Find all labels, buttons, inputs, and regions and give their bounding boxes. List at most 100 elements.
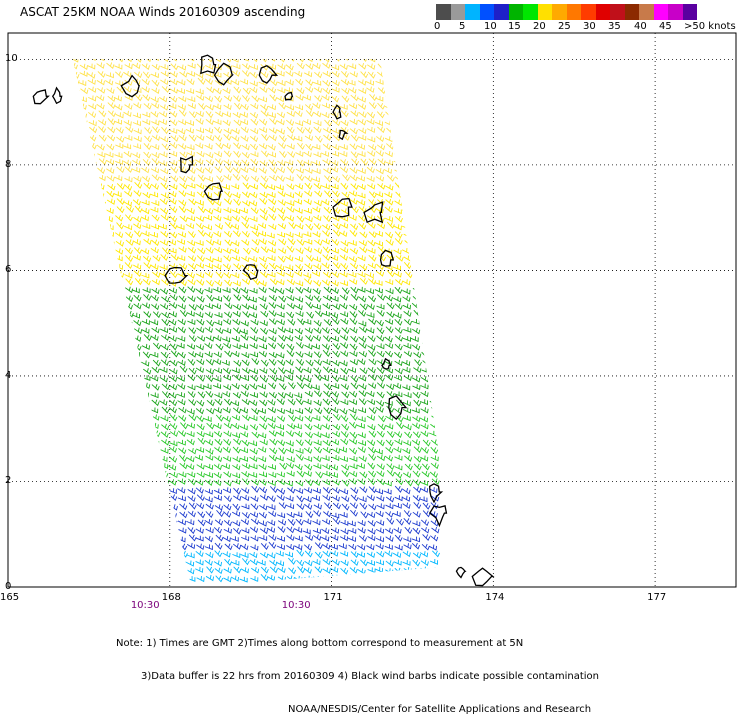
wind-barb xyxy=(386,142,395,150)
wind-barb xyxy=(313,126,322,134)
wind-barb xyxy=(241,303,250,310)
wind-barb xyxy=(313,247,323,255)
wind-barb xyxy=(286,423,296,430)
wind-barb xyxy=(314,374,323,382)
wind-barb xyxy=(420,383,429,390)
wind-barb xyxy=(97,318,106,326)
wind-barb xyxy=(357,79,367,86)
wind-barb xyxy=(285,192,295,199)
wind-barb xyxy=(323,390,332,398)
island-outline xyxy=(200,54,217,75)
wind-barb xyxy=(168,392,177,399)
wind-barb xyxy=(151,287,160,295)
wind-barb xyxy=(367,478,376,486)
wind-barb xyxy=(368,407,377,415)
wind-barb xyxy=(115,311,124,319)
wind-barb xyxy=(266,574,276,582)
wind-barb xyxy=(114,318,124,326)
wind-barb xyxy=(204,519,213,526)
wind-barb xyxy=(312,288,321,295)
wind-barb xyxy=(250,535,259,542)
wind-barb xyxy=(213,423,222,430)
wind-barb xyxy=(232,552,241,559)
wind-barb xyxy=(278,335,287,342)
wind-barb xyxy=(80,494,89,502)
wind-barb xyxy=(412,479,421,487)
wind-barb xyxy=(241,191,251,199)
wind-barb xyxy=(331,144,340,151)
wind-barb xyxy=(96,103,105,110)
wind-barb xyxy=(268,262,277,270)
wind-barb xyxy=(187,319,196,325)
wind-barb xyxy=(259,214,268,221)
wind-barb xyxy=(160,495,169,501)
wind-barb xyxy=(313,455,322,463)
wind-barb xyxy=(159,399,168,406)
wind-barb xyxy=(260,46,267,52)
wind-barb xyxy=(151,200,160,206)
wind-barb xyxy=(276,319,285,326)
wind-barb xyxy=(384,318,394,325)
wind-barb xyxy=(366,327,375,334)
wind-barb xyxy=(179,543,188,551)
wind-barb xyxy=(261,133,270,142)
wind-barb xyxy=(88,120,97,127)
wind-barb xyxy=(124,398,133,406)
wind-barb xyxy=(159,239,169,246)
wind-barb xyxy=(196,167,205,174)
wind-barb xyxy=(222,487,231,494)
wind-barb xyxy=(223,342,232,349)
wind-barb xyxy=(160,351,169,359)
wind-barb xyxy=(62,487,69,493)
wind-barb xyxy=(63,368,70,374)
wind-barb xyxy=(62,455,69,461)
wind-barb xyxy=(133,448,142,455)
wind-barb xyxy=(295,480,304,487)
wind-barb xyxy=(186,519,195,526)
wind-barb xyxy=(60,255,67,260)
wind-barb xyxy=(151,486,160,494)
wind-barb xyxy=(384,206,393,213)
wind-barb xyxy=(295,448,304,454)
wind-barb xyxy=(285,368,294,375)
wind-barb xyxy=(313,86,323,94)
wind-barb xyxy=(367,439,376,447)
wind-barb xyxy=(296,31,303,37)
wind-barb xyxy=(61,72,68,77)
wind-barb xyxy=(89,126,98,134)
wind-barb xyxy=(177,326,186,334)
wind-barb xyxy=(186,422,195,429)
wind-barb xyxy=(366,414,375,421)
wind-barb xyxy=(114,551,124,559)
wind-barb xyxy=(322,487,331,494)
wind-barb xyxy=(267,504,276,511)
wind-barb xyxy=(63,303,70,309)
wind-barb xyxy=(123,59,133,63)
wind-barb xyxy=(249,392,258,398)
wind-barb xyxy=(429,136,438,143)
wind-barb xyxy=(385,70,395,78)
wind-barb xyxy=(339,222,349,229)
wind-barb xyxy=(123,359,133,367)
wind-barb xyxy=(107,102,116,110)
wind-barb xyxy=(377,48,384,54)
wind-barb xyxy=(294,110,303,118)
wind-barb xyxy=(275,430,285,437)
wind-barb xyxy=(205,118,214,126)
wind-barb xyxy=(412,263,422,270)
wind-barb xyxy=(87,558,96,566)
wind-barb xyxy=(340,383,349,391)
wind-barb xyxy=(313,223,322,231)
wind-barb xyxy=(134,278,143,286)
wind-barb xyxy=(287,382,296,390)
wind-barb xyxy=(357,151,366,158)
wind-barb xyxy=(419,496,428,503)
wind-barb xyxy=(303,567,312,574)
wind-barb xyxy=(133,543,142,550)
wind-barb xyxy=(196,375,205,382)
wind-barb xyxy=(196,415,205,423)
wind-barb xyxy=(142,351,151,359)
wind-barb xyxy=(421,310,430,318)
wind-barb xyxy=(124,320,133,327)
wind-barb xyxy=(331,447,340,454)
